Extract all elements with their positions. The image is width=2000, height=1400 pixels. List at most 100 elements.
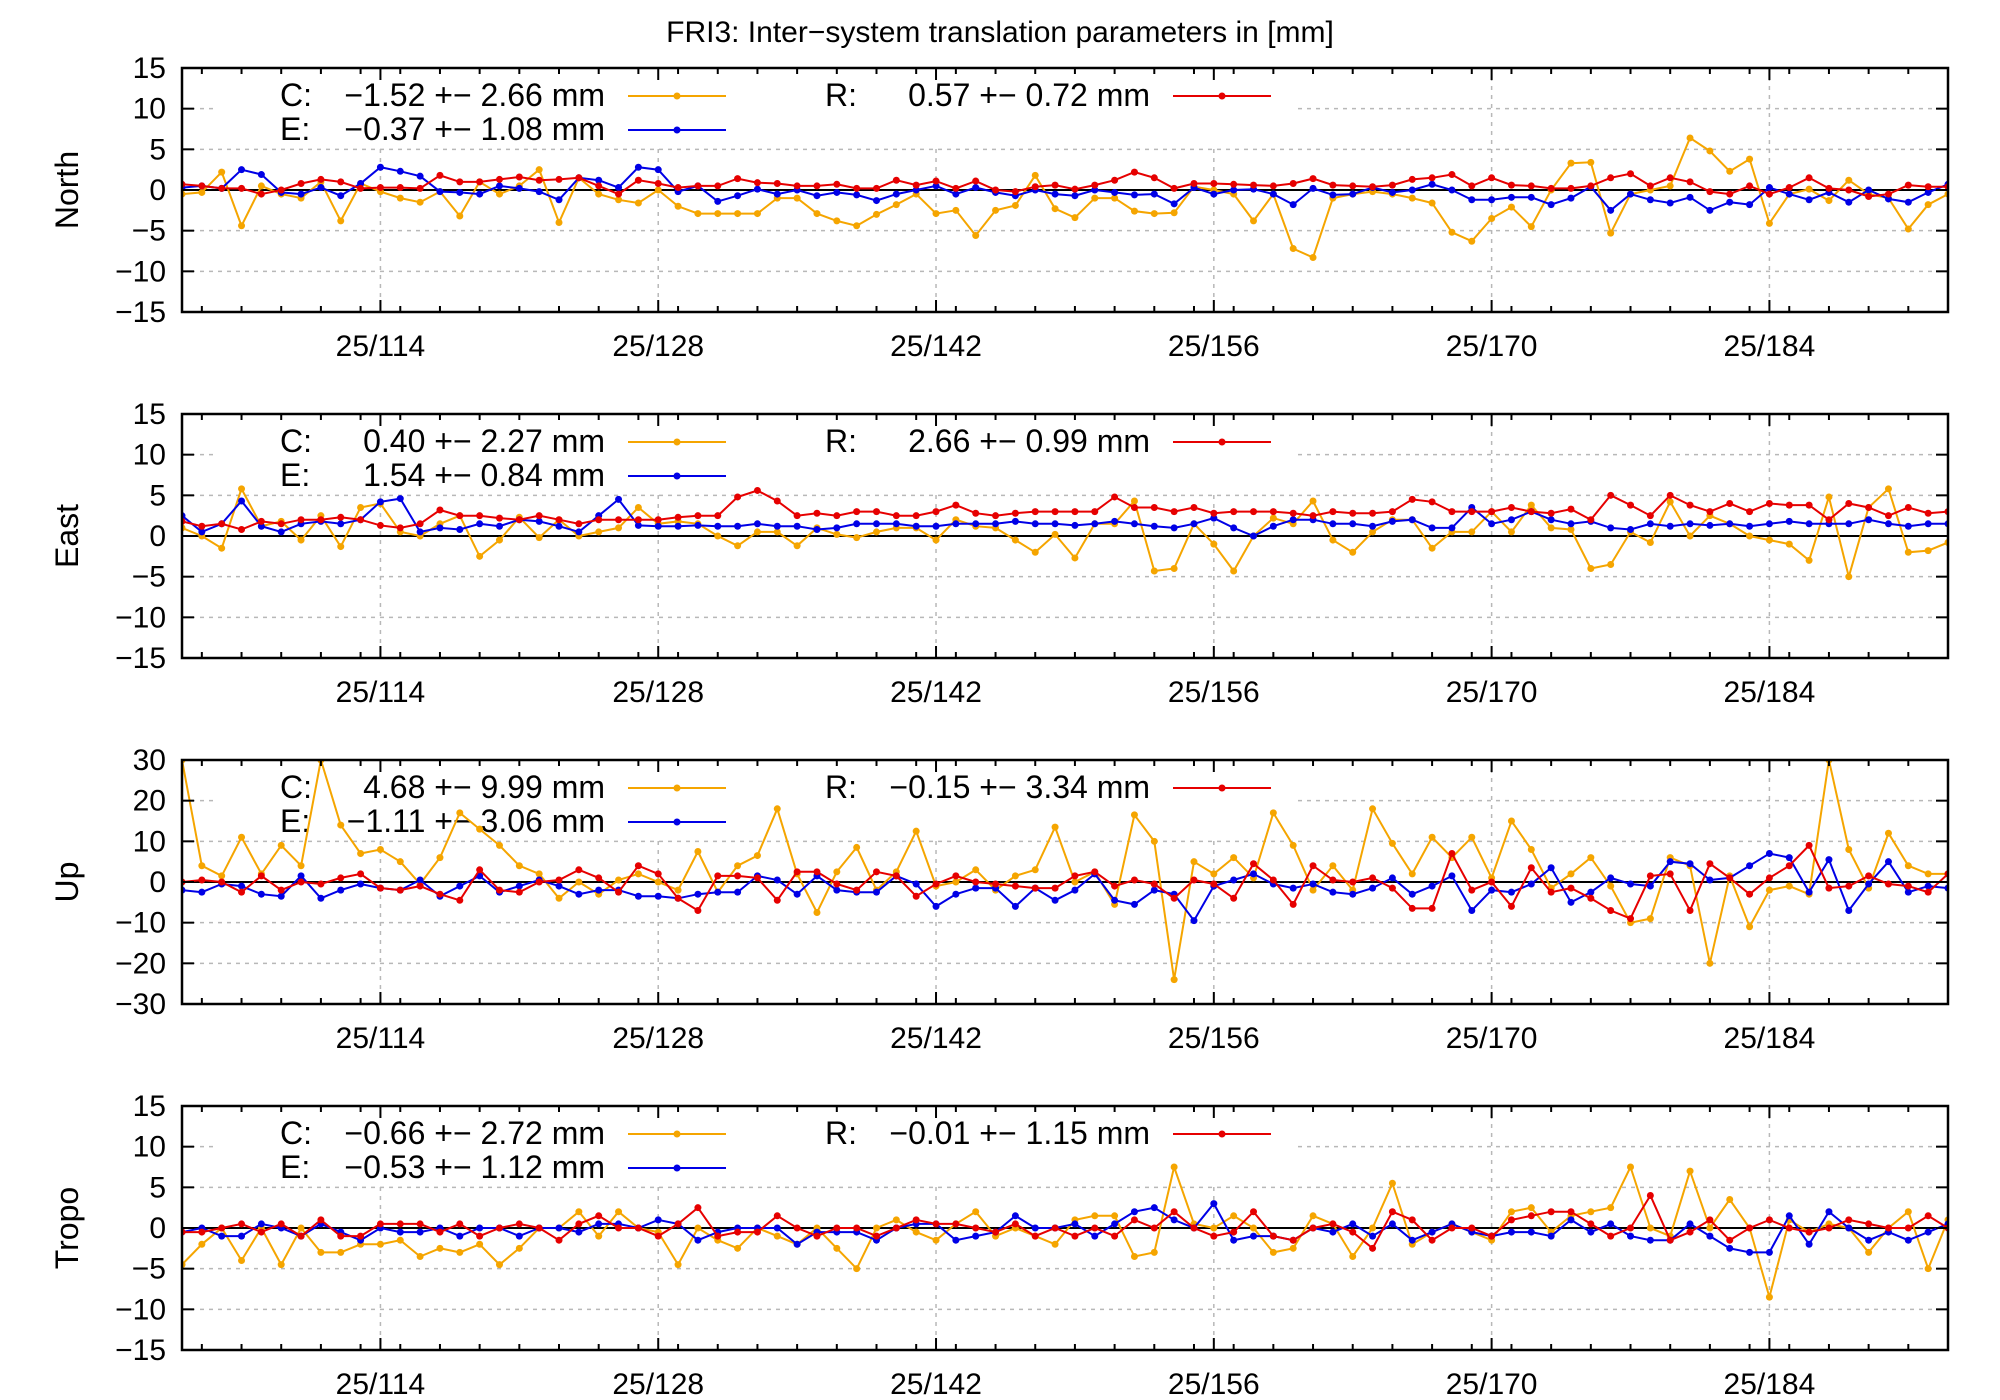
data-point-C bbox=[1071, 554, 1079, 562]
data-point-C bbox=[615, 1208, 623, 1216]
data-point-R bbox=[1527, 864, 1535, 872]
data-point-C bbox=[1289, 1244, 1297, 1252]
x-tick-label: 25/114 bbox=[336, 1368, 426, 1400]
data-point-R bbox=[416, 184, 424, 192]
data-point-C bbox=[892, 1216, 900, 1224]
data-point-C bbox=[972, 866, 980, 874]
data-point-R bbox=[1289, 900, 1297, 908]
data-point-C bbox=[634, 870, 642, 878]
data-point-R bbox=[317, 1216, 325, 1224]
data-point-R bbox=[892, 512, 900, 520]
data-point-R bbox=[297, 516, 305, 524]
data-point-C bbox=[1765, 536, 1773, 544]
data-point-R bbox=[1111, 176, 1119, 184]
legend-value-R: 0.57 +− 0.72 mm bbox=[908, 77, 1150, 113]
data-point-C bbox=[1924, 870, 1932, 878]
data-point-E bbox=[1686, 520, 1694, 528]
data-point-R bbox=[1567, 1208, 1575, 1216]
data-point-R bbox=[218, 878, 226, 886]
data-point-R bbox=[1805, 174, 1813, 182]
data-point-C bbox=[1309, 1212, 1317, 1220]
data-point-R bbox=[198, 522, 206, 530]
data-point-C bbox=[872, 528, 880, 536]
data-point-R bbox=[615, 516, 623, 524]
data-point-R bbox=[734, 175, 742, 183]
data-point-E bbox=[456, 882, 464, 890]
data-point-R bbox=[257, 1228, 265, 1236]
data-point-E bbox=[357, 179, 365, 187]
data-point-E bbox=[1865, 186, 1873, 194]
data-point-R bbox=[853, 1224, 861, 1232]
data-point-R bbox=[337, 178, 345, 186]
data-point-E bbox=[1250, 1232, 1258, 1240]
legend-key-R: R: bbox=[825, 769, 857, 805]
data-point-R bbox=[575, 1220, 583, 1228]
data-point-C bbox=[396, 858, 404, 866]
x-tick-label: 25/156 bbox=[1168, 676, 1260, 709]
data-point-E bbox=[1964, 893, 1971, 900]
legend-key-R: R: bbox=[825, 423, 857, 459]
data-point-R bbox=[1071, 185, 1079, 193]
data-point-R bbox=[1746, 182, 1754, 190]
legend-marker-C bbox=[673, 784, 681, 792]
data-point-E bbox=[1845, 520, 1853, 528]
data-point-C bbox=[932, 1236, 940, 1244]
data-point-E bbox=[1329, 888, 1337, 896]
data-point-E bbox=[912, 522, 920, 530]
data-point-R bbox=[198, 1228, 206, 1236]
data-point-E bbox=[1547, 201, 1555, 209]
data-point-R bbox=[1369, 1244, 1377, 1252]
legend-marker-E bbox=[673, 126, 681, 134]
data-point-R bbox=[872, 508, 880, 516]
data-point-E bbox=[1329, 1228, 1337, 1236]
data-point-C bbox=[595, 1232, 603, 1240]
data-point-R bbox=[357, 184, 365, 192]
data-point-R bbox=[1904, 181, 1912, 189]
data-point-E bbox=[1646, 882, 1654, 890]
data-point-R bbox=[1984, 502, 1991, 509]
data-point-R bbox=[1924, 1212, 1932, 1220]
data-point-E bbox=[1349, 190, 1357, 198]
data-point-E bbox=[1666, 199, 1674, 207]
data-point-E bbox=[654, 892, 662, 900]
data-point-R bbox=[396, 1220, 404, 1228]
data-point-R bbox=[1289, 1236, 1297, 1244]
data-point-R bbox=[615, 1224, 623, 1232]
legend-background bbox=[215, 766, 1295, 836]
data-point-R bbox=[734, 1228, 742, 1236]
data-point-E bbox=[1250, 870, 1258, 878]
data-point-E bbox=[1547, 1232, 1555, 1240]
data-point-R bbox=[1547, 1208, 1555, 1216]
data-point-E bbox=[1488, 886, 1496, 894]
data-point-C bbox=[833, 868, 841, 876]
x-tick-label: 25/114 bbox=[336, 676, 426, 709]
data-point-C bbox=[1924, 201, 1932, 209]
data-point-C bbox=[1250, 1224, 1258, 1232]
data-point-E bbox=[1785, 190, 1793, 198]
data-point-R bbox=[932, 1220, 940, 1228]
data-point-E bbox=[317, 894, 325, 902]
data-point-E bbox=[1984, 187, 1991, 194]
data-point-R bbox=[1587, 182, 1595, 190]
data-point-R bbox=[1111, 882, 1119, 890]
data-point-R bbox=[396, 184, 404, 192]
data-point-R bbox=[1250, 181, 1258, 189]
data-point-E bbox=[1924, 520, 1932, 528]
series-R bbox=[182, 168, 1948, 201]
data-point-C bbox=[1507, 528, 1515, 536]
data-point-C bbox=[1011, 872, 1019, 880]
data-point-E bbox=[1845, 1224, 1853, 1232]
data-point-E bbox=[1924, 1228, 1932, 1236]
data-point-E bbox=[1011, 517, 1019, 525]
data-point-E bbox=[753, 520, 761, 528]
data-point-R bbox=[1428, 904, 1436, 912]
data-point-C bbox=[337, 543, 345, 551]
data-point-E bbox=[1567, 898, 1575, 906]
data-point-E bbox=[1884, 520, 1892, 528]
data-point-R bbox=[257, 872, 265, 880]
data-point-R bbox=[1250, 508, 1258, 516]
data-point-C bbox=[1011, 201, 1019, 209]
data-point-C bbox=[1964, 789, 1971, 796]
data-point-E bbox=[1646, 196, 1654, 204]
data-point-R bbox=[912, 1216, 920, 1224]
